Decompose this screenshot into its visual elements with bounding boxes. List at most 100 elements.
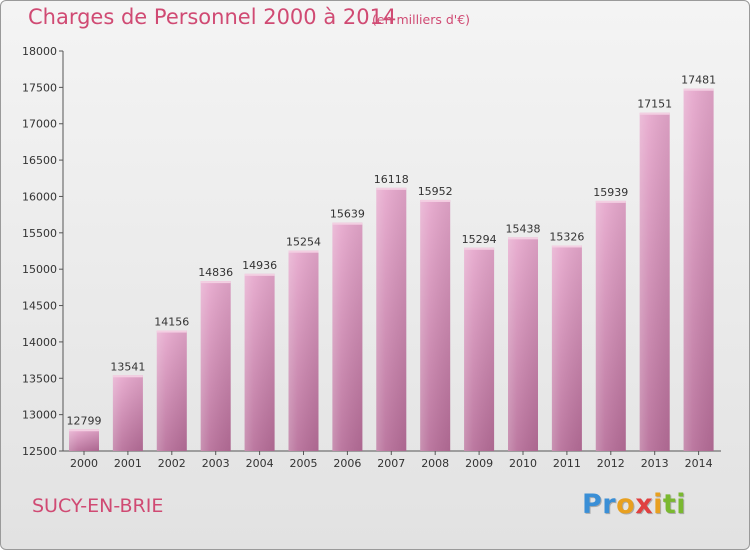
bar-shine xyxy=(156,330,187,451)
bar-shine xyxy=(69,429,99,451)
x-tick-label: 2001 xyxy=(114,457,142,470)
chart-labels: 12799 13541 14156 14836 14936 15254 15639 16118… xyxy=(67,74,717,428)
y-tick-label: 17000 xyxy=(22,118,57,131)
bar-2010 xyxy=(508,237,538,451)
bar-top-edge xyxy=(332,222,363,225)
bar-top-edge xyxy=(156,330,187,333)
x-tick-label: 2009 xyxy=(465,457,493,470)
value-label: 15639 xyxy=(330,208,365,221)
bar-top-edge xyxy=(464,247,495,250)
logo-letter: x xyxy=(635,489,654,520)
bar-2004 xyxy=(244,273,275,451)
bar-2003 xyxy=(200,281,231,451)
bar-2011 xyxy=(551,245,582,451)
logo-letter: r xyxy=(602,489,617,520)
y-tick-label: 14000 xyxy=(22,336,57,349)
x-tick-label: 2000 xyxy=(70,457,98,470)
logo-letter: i xyxy=(676,489,687,520)
value-label: 15952 xyxy=(418,185,453,198)
y-tick-label: 16500 xyxy=(22,154,57,167)
x-tick-label: 2002 xyxy=(158,457,186,470)
bar-2013 xyxy=(639,112,670,451)
proxiti-logo: Proxiti xyxy=(582,489,686,520)
value-label: 14836 xyxy=(198,266,233,279)
y-tick-label: 13500 xyxy=(22,372,57,385)
value-label: 17481 xyxy=(681,74,716,87)
y-tick-label: 12500 xyxy=(22,445,57,458)
bar-shine xyxy=(200,281,231,451)
value-label: 15326 xyxy=(549,230,584,243)
bar-2014 xyxy=(683,88,714,451)
chart-bars xyxy=(69,88,714,451)
bar-top-edge xyxy=(200,281,231,284)
bar-top-edge xyxy=(551,245,582,248)
city-name: SUCY-EN-BRIE xyxy=(32,495,164,517)
value-label: 15939 xyxy=(593,186,628,199)
logo-letter: i xyxy=(653,489,663,520)
x-tick-label: 2013 xyxy=(641,457,669,470)
value-label: 14936 xyxy=(242,259,277,272)
bar-2008 xyxy=(420,199,451,451)
chart-unit: (en milliers d'€) xyxy=(372,12,471,27)
bar-2002 xyxy=(156,330,187,451)
value-label: 16118 xyxy=(374,173,409,186)
y-tick-label: 14500 xyxy=(22,300,57,313)
bar-shine xyxy=(420,199,451,451)
bar-2007 xyxy=(376,187,407,451)
bar-top-edge xyxy=(112,375,143,378)
bar-shine xyxy=(595,200,626,451)
bar-2001 xyxy=(112,375,143,451)
bar-top-edge xyxy=(244,273,275,276)
bar-shine xyxy=(464,247,495,451)
x-tick-label: 2007 xyxy=(377,457,405,470)
bar-2005 xyxy=(288,250,319,451)
logo-letter: P xyxy=(582,489,603,520)
y-tick-label: 17500 xyxy=(22,81,57,94)
bar-top-edge xyxy=(639,112,670,115)
x-tick-label: 2004 xyxy=(246,457,274,470)
value-label: 15294 xyxy=(462,233,497,246)
bar-top-edge xyxy=(288,250,319,253)
bar-shine xyxy=(288,250,319,451)
bar-2012 xyxy=(595,200,626,451)
logo-letter: o xyxy=(616,489,636,520)
bar-2009 xyxy=(464,247,495,451)
x-tick-label: 2006 xyxy=(333,457,361,470)
x-tick-label: 2011 xyxy=(553,457,581,470)
value-label: 15254 xyxy=(286,236,321,249)
bar-shine xyxy=(551,245,582,451)
y-tick-label: 15500 xyxy=(22,227,57,240)
value-label: 12799 xyxy=(67,414,102,427)
value-label: 17151 xyxy=(637,98,672,111)
logo-letter: t xyxy=(662,489,677,520)
bar-shine xyxy=(332,222,363,451)
bar-shine xyxy=(639,112,670,451)
y-tick-label: 13000 xyxy=(22,409,57,422)
bar-shine xyxy=(244,273,275,451)
bar-2000 xyxy=(69,429,99,451)
x-tick-label: 2005 xyxy=(290,457,318,470)
bar-top-edge xyxy=(420,199,451,202)
x-tick-label: 2014 xyxy=(685,457,713,470)
y-tick-label: 15000 xyxy=(22,263,57,276)
bar-shine xyxy=(683,88,714,451)
bar-shine xyxy=(112,375,143,451)
y-tick-label: 18000 xyxy=(22,45,57,58)
chart-axes: 12500 13000 13500 14000 14500 15000 15500 16000… xyxy=(22,45,721,470)
bar-top-edge xyxy=(376,187,407,190)
bar-top-edge xyxy=(683,88,714,91)
x-tick-label: 2010 xyxy=(509,457,537,470)
bar-shine xyxy=(376,187,407,451)
y-tick-label: 16000 xyxy=(22,190,57,203)
chart-title: Charges de Personnel 2000 à 2014 xyxy=(28,5,397,29)
value-label: 14156 xyxy=(154,316,189,329)
value-label: 15438 xyxy=(506,222,541,235)
x-tick-label: 2012 xyxy=(597,457,625,470)
value-label: 13541 xyxy=(110,360,145,373)
x-tick-label: 2008 xyxy=(421,457,449,470)
bar-top-edge xyxy=(69,429,99,432)
bar-shine xyxy=(508,237,538,451)
bar-2006 xyxy=(332,222,363,451)
